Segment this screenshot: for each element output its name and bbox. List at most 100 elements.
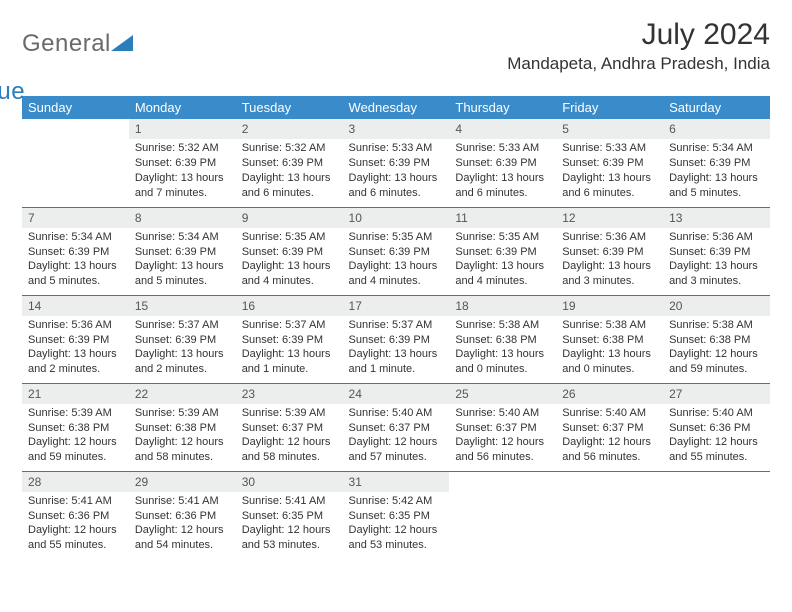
daylight-text: Daylight: 13 hours and 4 minutes. <box>242 259 337 289</box>
day-number: 15 <box>129 296 236 316</box>
dayheader-sat: Saturday <box>663 96 770 119</box>
day-content: Sunrise: 5:38 AMSunset: 6:38 PMDaylight:… <box>449 316 556 381</box>
logo-part2: Blue <box>0 78 25 105</box>
calendar-cell: 28Sunrise: 5:41 AMSunset: 6:36 PMDayligh… <box>22 471 129 559</box>
dayheader-sun: Sunday <box>22 96 129 119</box>
day-content: Sunrise: 5:33 AMSunset: 6:39 PMDaylight:… <box>556 139 663 204</box>
sunset-text: Sunset: 6:39 PM <box>455 156 550 171</box>
day-number: 21 <box>22 384 129 404</box>
calendar-cell: 25Sunrise: 5:40 AMSunset: 6:37 PMDayligh… <box>449 383 556 471</box>
day-content: Sunrise: 5:36 AMSunset: 6:39 PMDaylight:… <box>663 228 770 293</box>
daylight-text: Daylight: 13 hours and 2 minutes. <box>28 347 123 377</box>
day-number: 24 <box>343 384 450 404</box>
day-number: 23 <box>236 384 343 404</box>
sunset-text: Sunset: 6:38 PM <box>135 421 230 436</box>
logo-text: General Blue <box>22 30 133 86</box>
day-content: Sunrise: 5:34 AMSunset: 6:39 PMDaylight:… <box>22 228 129 293</box>
sunset-text: Sunset: 6:39 PM <box>349 333 444 348</box>
sunset-text: Sunset: 6:38 PM <box>455 333 550 348</box>
calendar-head: Sunday Monday Tuesday Wednesday Thursday… <box>22 96 770 119</box>
daylight-text: Daylight: 13 hours and 3 minutes. <box>669 259 764 289</box>
daylight-text: Daylight: 13 hours and 5 minutes. <box>28 259 123 289</box>
sunset-text: Sunset: 6:36 PM <box>669 421 764 436</box>
sunset-text: Sunset: 6:39 PM <box>562 156 657 171</box>
calendar-table: Sunday Monday Tuesday Wednesday Thursday… <box>22 96 770 559</box>
daylight-text: Daylight: 13 hours and 6 minutes. <box>242 171 337 201</box>
day-content: Sunrise: 5:35 AMSunset: 6:39 PMDaylight:… <box>449 228 556 293</box>
day-content: Sunrise: 5:42 AMSunset: 6:35 PMDaylight:… <box>343 492 450 557</box>
calendar-cell: 8Sunrise: 5:34 AMSunset: 6:39 PMDaylight… <box>129 207 236 295</box>
sunset-text: Sunset: 6:39 PM <box>135 245 230 260</box>
calendar-cell <box>556 471 663 559</box>
calendar-row: 14Sunrise: 5:36 AMSunset: 6:39 PMDayligh… <box>22 295 770 383</box>
sunrise-text: Sunrise: 5:33 AM <box>562 141 657 156</box>
daylight-text: Daylight: 13 hours and 5 minutes. <box>135 259 230 289</box>
sunset-text: Sunset: 6:38 PM <box>28 421 123 436</box>
daylight-text: Daylight: 13 hours and 1 minute. <box>349 347 444 377</box>
day-header-row: Sunday Monday Tuesday Wednesday Thursday… <box>22 96 770 119</box>
sunrise-text: Sunrise: 5:39 AM <box>242 406 337 421</box>
page-header: General Blue July 2024 Mandapeta, Andhra… <box>22 18 770 86</box>
calendar-cell: 19Sunrise: 5:38 AMSunset: 6:38 PMDayligh… <box>556 295 663 383</box>
sunset-text: Sunset: 6:38 PM <box>562 333 657 348</box>
dayheader-fri: Friday <box>556 96 663 119</box>
daylight-text: Daylight: 12 hours and 56 minutes. <box>562 435 657 465</box>
sunrise-text: Sunrise: 5:34 AM <box>135 230 230 245</box>
sunset-text: Sunset: 6:39 PM <box>242 245 337 260</box>
calendar-cell: 4Sunrise: 5:33 AMSunset: 6:39 PMDaylight… <box>449 119 556 207</box>
sunrise-text: Sunrise: 5:42 AM <box>349 494 444 509</box>
calendar-cell: 17Sunrise: 5:37 AMSunset: 6:39 PMDayligh… <box>343 295 450 383</box>
sunrise-text: Sunrise: 5:38 AM <box>455 318 550 333</box>
daylight-text: Daylight: 13 hours and 2 minutes. <box>135 347 230 377</box>
sunset-text: Sunset: 6:37 PM <box>562 421 657 436</box>
day-content: Sunrise: 5:32 AMSunset: 6:39 PMDaylight:… <box>129 139 236 204</box>
calendar-cell: 23Sunrise: 5:39 AMSunset: 6:37 PMDayligh… <box>236 383 343 471</box>
day-number: 12 <box>556 208 663 228</box>
sunrise-text: Sunrise: 5:37 AM <box>135 318 230 333</box>
calendar-row: 21Sunrise: 5:39 AMSunset: 6:38 PMDayligh… <box>22 383 770 471</box>
daylight-text: Daylight: 13 hours and 0 minutes. <box>455 347 550 377</box>
day-number: 18 <box>449 296 556 316</box>
day-number: 31 <box>343 472 450 492</box>
calendar-cell: 29Sunrise: 5:41 AMSunset: 6:36 PMDayligh… <box>129 471 236 559</box>
day-number: 10 <box>343 208 450 228</box>
day-number: 16 <box>236 296 343 316</box>
sunset-text: Sunset: 6:39 PM <box>562 245 657 260</box>
sunrise-text: Sunrise: 5:35 AM <box>242 230 337 245</box>
calendar-cell: 1Sunrise: 5:32 AMSunset: 6:39 PMDaylight… <box>129 119 236 207</box>
sunrise-text: Sunrise: 5:33 AM <box>349 141 444 156</box>
dayheader-mon: Monday <box>129 96 236 119</box>
daylight-text: Daylight: 12 hours and 59 minutes. <box>28 435 123 465</box>
sunset-text: Sunset: 6:39 PM <box>669 156 764 171</box>
day-number: 30 <box>236 472 343 492</box>
sunset-text: Sunset: 6:37 PM <box>349 421 444 436</box>
day-content: Sunrise: 5:37 AMSunset: 6:39 PMDaylight:… <box>343 316 450 381</box>
sunrise-text: Sunrise: 5:35 AM <box>349 230 444 245</box>
calendar-cell: 30Sunrise: 5:41 AMSunset: 6:35 PMDayligh… <box>236 471 343 559</box>
calendar-cell: 20Sunrise: 5:38 AMSunset: 6:38 PMDayligh… <box>663 295 770 383</box>
daylight-text: Daylight: 12 hours and 58 minutes. <box>135 435 230 465</box>
sunset-text: Sunset: 6:35 PM <box>349 509 444 524</box>
logo-part1: General <box>22 30 111 57</box>
day-content: Sunrise: 5:41 AMSunset: 6:35 PMDaylight:… <box>236 492 343 557</box>
day-number: 29 <box>129 472 236 492</box>
day-content: Sunrise: 5:41 AMSunset: 6:36 PMDaylight:… <box>129 492 236 557</box>
sunrise-text: Sunrise: 5:40 AM <box>349 406 444 421</box>
calendar-cell: 31Sunrise: 5:42 AMSunset: 6:35 PMDayligh… <box>343 471 450 559</box>
calendar-row: 1Sunrise: 5:32 AMSunset: 6:39 PMDaylight… <box>22 119 770 207</box>
logo: General Blue <box>22 18 133 86</box>
day-number: 9 <box>236 208 343 228</box>
sunset-text: Sunset: 6:37 PM <box>242 421 337 436</box>
calendar-cell: 9 Sunrise: 5:35 AMSunset: 6:39 PMDaylight… <box>236 207 343 295</box>
sunset-text: Sunset: 6:36 PM <box>135 509 230 524</box>
day-number: 3 <box>343 119 450 139</box>
day-number: 17 <box>343 296 450 316</box>
calendar-cell <box>449 471 556 559</box>
calendar-body: 1Sunrise: 5:32 AMSunset: 6:39 PMDaylight… <box>22 119 770 559</box>
sunset-text: Sunset: 6:39 PM <box>242 156 337 171</box>
day-content: Sunrise: 5:39 AMSunset: 6:38 PMDaylight:… <box>22 404 129 469</box>
sunrise-text: Sunrise: 5:38 AM <box>669 318 764 333</box>
calendar-cell <box>663 471 770 559</box>
sunrise-text: Sunrise: 5:36 AM <box>669 230 764 245</box>
sunset-text: Sunset: 6:39 PM <box>455 245 550 260</box>
